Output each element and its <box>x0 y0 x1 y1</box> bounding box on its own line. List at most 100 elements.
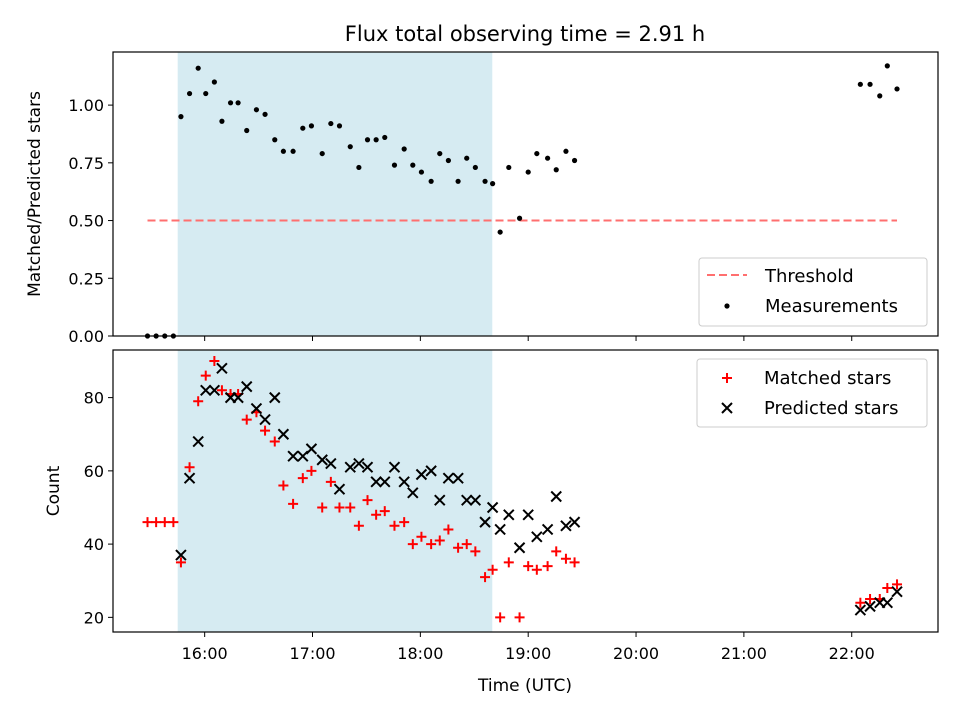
matched-star-point <box>426 539 437 550</box>
observing-window-shade <box>177 52 493 336</box>
measurement-point <box>490 181 496 187</box>
matched-star-point <box>325 476 336 487</box>
predicted-star-point <box>305 443 318 455</box>
predicted-star-point <box>287 450 299 462</box>
measurement-point <box>428 178 434 184</box>
top-y-tick-label: 0.00 <box>68 327 104 346</box>
predicted-star-point <box>522 509 534 521</box>
matched-star-point <box>551 546 562 557</box>
legend-box <box>696 358 928 428</box>
predicted-star-point <box>361 461 374 473</box>
predicted-star-point <box>379 476 391 488</box>
predicted-star-point <box>854 604 867 616</box>
measurement-point <box>877 93 883 99</box>
measurement-point <box>525 169 531 175</box>
predicted-star-point <box>232 391 244 404</box>
legend-box <box>698 257 928 327</box>
predicted-star-point <box>513 542 526 554</box>
matched-legend-swatch <box>722 373 732 383</box>
measurement-point <box>497 229 503 235</box>
matched-star-point <box>168 517 179 528</box>
predicted-star-point <box>568 516 581 528</box>
matched-star-point <box>892 579 903 590</box>
matched-star-point <box>461 539 472 550</box>
measurement-point <box>410 162 416 168</box>
matched-star-point <box>193 396 204 407</box>
matched-star-point <box>151 517 162 528</box>
matched-star-point <box>569 557 580 568</box>
predicted-star-point <box>891 586 903 598</box>
matched-star-point <box>269 436 280 447</box>
matched-star-point <box>288 498 299 509</box>
measurement-point <box>186 90 193 97</box>
bottom-y-tick-label: 20 <box>84 608 104 627</box>
measurement-point <box>571 157 578 164</box>
measurement-point <box>178 114 184 120</box>
top-y-axis-label: Matched/Predicted stars <box>25 91 45 297</box>
matched-star-point <box>216 385 227 396</box>
measurement-point <box>219 118 225 124</box>
predicted-star-point <box>353 457 365 470</box>
matched-star-point <box>142 517 153 528</box>
measurement-point <box>464 155 470 161</box>
measurement-point <box>319 150 325 157</box>
matched-legend-label: Matched stars <box>764 368 891 389</box>
measurement-point <box>203 90 209 97</box>
predicted-star-point <box>344 461 356 473</box>
predicted-star-point <box>269 391 281 404</box>
measurement-point <box>328 120 334 127</box>
predicted-star-point <box>407 487 419 499</box>
measurement-point <box>373 137 379 143</box>
measurement-point <box>308 123 315 129</box>
measurement-point <box>195 65 201 71</box>
x-tick-label: 20:00 <box>613 644 659 663</box>
matched-star-point <box>487 564 498 575</box>
measurement-point <box>401 146 407 152</box>
observing-window-shade <box>177 350 493 632</box>
matched-star-point <box>345 502 356 513</box>
predicted-star-point <box>479 516 491 528</box>
measurement-legend-label: Measurements <box>765 296 898 317</box>
predicted-star-point <box>200 384 212 396</box>
predicted-star-point <box>503 509 515 521</box>
predicted-star-point <box>442 472 455 484</box>
matched-star-point <box>531 564 542 575</box>
predicted-star-point <box>434 494 446 506</box>
matched-star-point <box>159 517 170 528</box>
measurement-point <box>545 155 551 161</box>
matched-star-point <box>297 473 308 484</box>
measurement-point <box>534 150 540 157</box>
measurement-point <box>227 100 234 106</box>
predicted-legend-label: Predicted stars <box>764 398 898 419</box>
bottom-axes-frame <box>112 349 939 633</box>
x-tick-label: 19:00 <box>505 644 551 663</box>
predicted-star-point <box>461 494 473 506</box>
predicted-star-point <box>250 402 263 415</box>
matched-star-point <box>865 594 876 605</box>
predicted-star-point <box>486 501 499 514</box>
matched-star-point <box>379 506 390 517</box>
measurement-point <box>262 111 268 117</box>
matched-star-point <box>278 480 289 491</box>
measurement-point <box>347 144 353 150</box>
matched-star-point <box>480 572 491 583</box>
measurement-point <box>280 148 286 154</box>
matched-star-point <box>184 462 195 473</box>
predicted-star-point <box>452 472 464 484</box>
x-tick-label: 17:00 <box>289 644 335 663</box>
predicted-legend-swatch <box>721 402 733 414</box>
measurement-point <box>563 148 569 154</box>
predicted-star-point <box>259 413 271 426</box>
predicted-star-point <box>277 428 290 440</box>
matched-star-point <box>560 553 571 564</box>
matched-star-point <box>353 520 364 531</box>
matched-star-point <box>371 509 382 520</box>
measurement-point <box>445 157 451 164</box>
matched-star-point <box>470 546 481 557</box>
measurement-point <box>356 164 362 171</box>
predicted-star-point <box>560 520 572 532</box>
measurement-point <box>472 164 478 171</box>
predicted-star-point <box>208 384 221 396</box>
matched-star-point <box>495 612 506 623</box>
